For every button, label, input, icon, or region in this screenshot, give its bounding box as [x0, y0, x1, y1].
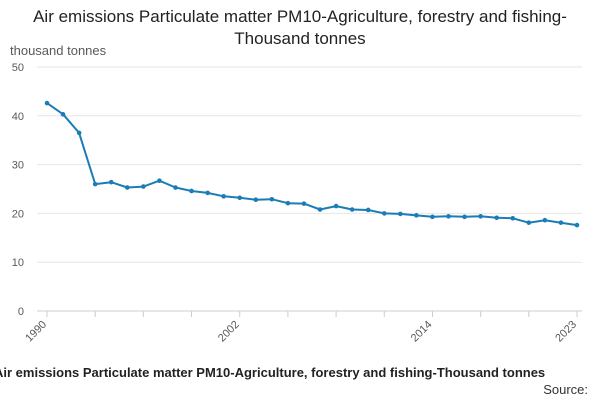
data-point [398, 211, 403, 217]
data-point [574, 222, 580, 228]
data-point [414, 213, 419, 218]
data-point [494, 215, 499, 221]
data-point [173, 185, 178, 190]
data-point [558, 220, 564, 225]
data-point [542, 217, 548, 223]
data-point [526, 220, 532, 225]
data-point [76, 130, 82, 136]
footer-chart-title: Air emissions Particulate matter PM10-Ag… [0, 365, 546, 380]
data-point [253, 197, 259, 203]
data-point [60, 112, 66, 117]
data-point [125, 185, 130, 190]
data-point [189, 188, 194, 194]
source-label: Source: [543, 382, 588, 397]
y-tick-label: 10 [12, 257, 24, 269]
data-point [333, 203, 339, 209]
x-tick-label: 2014 [409, 319, 435, 345]
data-point [157, 178, 162, 184]
y-tick-label: 20 [12, 208, 24, 220]
y-tick-label: 50 [12, 62, 24, 74]
data-point [285, 200, 291, 206]
data-point [221, 194, 226, 199]
y-tick-label: 0 [18, 306, 24, 318]
x-tick-label: 2023 [553, 319, 579, 345]
chart-title: Air emissions Particulate matter PM10-Ag… [33, 7, 567, 48]
data-point [365, 207, 371, 213]
data-point [446, 214, 451, 219]
data-point [510, 215, 516, 221]
data-point [381, 211, 387, 216]
data-point [205, 190, 210, 196]
x-tick-label: 1990 [23, 319, 49, 345]
data-point [349, 207, 355, 212]
y-tick-label: 40 [12, 111, 24, 123]
data-point [237, 195, 243, 201]
data-point [92, 181, 98, 187]
data-point [301, 201, 307, 206]
x-tick-label: 2002 [216, 319, 242, 345]
data-point [269, 196, 275, 202]
data-point [141, 184, 146, 189]
data-point [430, 214, 435, 220]
data-point [108, 179, 114, 185]
data-point [44, 100, 50, 106]
series-line [46, 102, 578, 227]
data-point [462, 214, 467, 220]
data-point [317, 207, 323, 212]
y-tick-label: 30 [12, 160, 24, 172]
y-axis-label: thousand tonnes [10, 43, 107, 58]
data-point [478, 214, 483, 219]
